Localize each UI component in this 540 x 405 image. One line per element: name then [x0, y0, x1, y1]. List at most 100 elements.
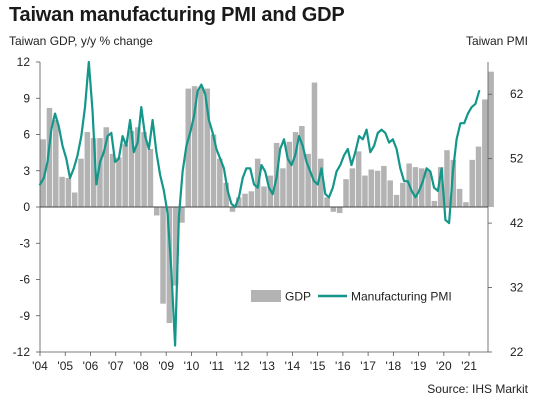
pmi-line — [38, 60, 481, 347]
gdp-bar — [103, 127, 110, 207]
x-tick-label: '19 — [411, 359, 427, 373]
gdp-bar — [179, 207, 185, 223]
gdp-bar — [355, 151, 362, 207]
gdp-bar — [444, 150, 450, 207]
gdp-bar — [324, 197, 330, 207]
gdp-bar — [141, 132, 147, 207]
right-tick-label: 22 — [510, 345, 524, 359]
right-tick-label: 32 — [510, 281, 524, 295]
left-tick-label: -9 — [19, 309, 30, 323]
axes — [36, 61, 492, 356]
gdp-bar — [286, 141, 292, 207]
right-tick-label: 42 — [510, 216, 524, 230]
gdp-bar — [299, 126, 305, 207]
x-tick-label: '18 — [386, 359, 402, 373]
gdp-bar — [116, 157, 122, 207]
gdp-bar — [40, 139, 46, 207]
gdp-bar — [217, 158, 223, 207]
gdp-bar — [330, 207, 337, 212]
gdp-bar — [109, 153, 116, 207]
gdp-bar — [343, 179, 349, 207]
left-tick-label: -12 — [13, 345, 31, 359]
gdp-bar — [362, 175, 368, 207]
gdp-bar — [59, 176, 65, 207]
left-tick-label: 3 — [23, 164, 30, 178]
gdp-bar — [450, 159, 457, 207]
left-tick-label: 6 — [23, 128, 30, 142]
gdp-bar — [65, 178, 72, 207]
left-tick-label: -3 — [19, 236, 30, 250]
gdp-bar — [475, 146, 482, 207]
gdp-bar — [261, 186, 267, 207]
gdp-bar — [292, 132, 299, 207]
gdp-bar — [71, 192, 78, 207]
legend: GDP Manufacturing PMI — [251, 290, 452, 304]
gdp-bar — [393, 194, 400, 207]
x-tick-label: '14 — [285, 359, 301, 373]
gdp-bar — [242, 193, 248, 207]
gdp-bar — [469, 159, 475, 207]
gdp-bar — [128, 130, 135, 207]
gdp-bar — [236, 197, 242, 207]
gdp-bar — [172, 207, 179, 286]
gdp-bar — [280, 168, 286, 207]
chart-title: Taiwan manufacturing PMI and GDP — [9, 4, 345, 26]
right-tick-label: 52 — [510, 152, 524, 166]
right-tick-label: 62 — [510, 87, 524, 101]
gdp-bar — [400, 182, 406, 207]
gdp-bar — [204, 88, 210, 207]
x-tick-label: '13 — [259, 359, 275, 373]
gdp-bar — [412, 167, 419, 207]
left-tick-label: 9 — [23, 91, 30, 105]
gdp-bar — [318, 158, 324, 207]
gdp-bar — [349, 168, 356, 207]
gdp-bar — [153, 207, 160, 216]
gdp-bar — [84, 132, 91, 207]
gdp-bar — [122, 144, 128, 207]
x-tick-label: '09 — [158, 359, 174, 373]
gdp-bar — [418, 168, 425, 207]
x-tick-label: '16 — [335, 359, 351, 373]
x-tick-label: '10 — [184, 359, 200, 373]
legend-gdp-swatch — [251, 290, 281, 302]
gdp-bar — [229, 207, 236, 212]
gdp-bar — [437, 167, 444, 207]
left-axis-title: Taiwan GDP, y/y % change — [9, 34, 153, 48]
gdp-bar — [248, 191, 255, 207]
gdp-bar — [191, 86, 198, 207]
gdp-bar — [90, 138, 97, 207]
source-note: Source: IHS Markit — [427, 382, 528, 396]
gdp-bar — [456, 188, 463, 207]
gdp-bars — [40, 71, 494, 323]
gdp-bar — [53, 120, 59, 207]
gdp-bar — [166, 207, 173, 323]
gdp-bar — [381, 165, 387, 207]
gdp-bar — [78, 158, 84, 207]
x-tick-label: '05 — [57, 359, 73, 373]
x-tick-label: '12 — [234, 359, 250, 373]
x-tick-label: '06 — [83, 359, 99, 373]
gdp-bar — [46, 107, 53, 207]
gdp-bar — [311, 82, 318, 207]
gdp-bar — [425, 170, 431, 207]
x-tick-label: '15 — [310, 359, 326, 373]
gdp-bar — [368, 169, 375, 207]
left-tick-label: 0 — [23, 200, 30, 214]
gdp-bar — [135, 127, 141, 207]
left-tick-label: -6 — [19, 273, 30, 287]
gdp-bar — [147, 149, 154, 207]
x-tick-label: '17 — [360, 359, 376, 373]
right-axis-title: Taiwan PMI — [465, 34, 528, 48]
gdp-bar — [336, 207, 343, 214]
gdp-bar — [482, 99, 488, 207]
x-tick-label: '04 — [32, 359, 48, 373]
left-tick-label: 12 — [17, 55, 31, 69]
gdp-bar — [488, 71, 494, 208]
gdp-bar — [463, 202, 469, 207]
pmi-line-group — [38, 60, 481, 347]
tick-labels: 12 9 6 3 0 -3 -6 -9 -12 62 52 42 32 22 '04 '05 '06 '07 '08… — [13, 55, 524, 373]
gdp-bar — [305, 153, 311, 207]
gdp-bar — [374, 170, 381, 207]
gdp-bar — [223, 182, 229, 207]
